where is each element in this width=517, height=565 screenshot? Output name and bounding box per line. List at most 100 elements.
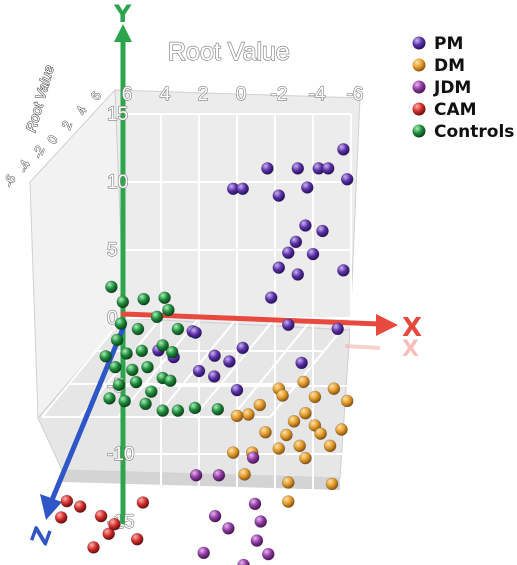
data-point-pm — [281, 246, 295, 260]
data-point-controls — [141, 360, 154, 374]
z-tick-label: 0 — [44, 133, 61, 145]
data-point-cam — [87, 541, 100, 554]
data-point-dm — [335, 423, 348, 436]
axes: Y XX Z — [25, 0, 422, 549]
data-point-dm — [281, 476, 295, 489]
data-point-controls — [112, 378, 126, 392]
data-point-pm — [189, 326, 202, 339]
data-point-pm — [261, 162, 274, 175]
data-point-controls — [145, 385, 158, 398]
legend-marker-cam — [412, 102, 426, 116]
grid-line-floor-depth — [41, 317, 124, 418]
x-axis-reflection — [344, 344, 381, 350]
data-point-dm — [340, 394, 354, 408]
grid-line-floor-depth — [231, 317, 314, 418]
data-point-controls — [118, 394, 131, 408]
data-point-pm — [223, 355, 236, 368]
data-point-controls — [171, 322, 185, 336]
data-point-jdm — [246, 451, 260, 464]
data-point-dm — [323, 439, 337, 453]
data-point-cam — [54, 511, 68, 524]
data-point-dm — [226, 446, 240, 459]
data-point-dm — [280, 428, 293, 442]
legend-label-dm: DM — [434, 56, 465, 76]
data-point-controls — [116, 295, 130, 309]
data-point-jdm — [222, 522, 235, 535]
data-point-pm — [230, 383, 244, 397]
z-axis-arrow — [40, 494, 62, 520]
data-point-cam — [108, 517, 121, 531]
data-point-jdm — [197, 546, 210, 560]
data-point-dm — [253, 398, 267, 412]
data-point-jdm — [212, 468, 226, 482]
x-tick-label: -4 — [309, 84, 326, 105]
x-axis-letter-reflection: X — [402, 337, 419, 362]
data-point-controls — [171, 404, 185, 417]
data-point-dm — [230, 409, 244, 423]
data-point-cam — [73, 500, 87, 513]
x-axis-line — [120, 311, 383, 327]
z-tick-label: 6 — [88, 90, 105, 102]
data-point-pm — [291, 162, 305, 175]
data-point-controls — [103, 392, 116, 405]
data-point-jdm — [189, 468, 203, 482]
data-point-dm — [299, 406, 312, 420]
z-tick-label: -6 — [1, 173, 19, 189]
x-axis-arrow — [376, 314, 398, 336]
data-point-dm — [314, 427, 327, 440]
data-point-dm — [327, 382, 341, 396]
plot-walls — [29, 88, 361, 490]
data-point-controls — [110, 333, 124, 347]
data-point-pm — [281, 318, 295, 332]
data-point-dm — [293, 439, 307, 453]
x-tick-label: -6 — [347, 84, 364, 105]
data-point-pm — [340, 172, 354, 186]
data-point-pm — [264, 291, 278, 304]
y-tick-label: -10 — [107, 444, 134, 465]
data-point-pm — [299, 219, 312, 232]
data-point-cam — [60, 494, 74, 508]
y-tick-label: 10 — [107, 172, 128, 193]
data-point-pm — [300, 181, 314, 194]
data-point-dm — [276, 389, 289, 402]
z-tick-label: 4 — [73, 105, 90, 117]
x-tick-label: 2 — [198, 84, 209, 105]
data-point-pm — [272, 189, 286, 202]
data-point-jdm — [208, 509, 222, 523]
data-point-pm — [291, 268, 305, 281]
data-point-pm — [295, 356, 308, 370]
data-point-pm — [272, 261, 286, 274]
data-point-controls — [165, 345, 179, 359]
data-point-pm — [316, 224, 329, 238]
y-axis-arrow — [114, 24, 132, 42]
data-point-controls — [114, 317, 128, 330]
data-point-controls — [120, 347, 133, 360]
y-tick-label: 5 — [107, 240, 118, 261]
data-point-controls — [211, 402, 225, 416]
data-point-dm — [325, 477, 339, 491]
data-point-pm — [321, 162, 335, 175]
data-point-pm — [208, 349, 221, 363]
data-point-jdm — [254, 515, 268, 528]
data-point-controls — [129, 375, 143, 389]
legend-label-cam: CAM — [434, 100, 477, 120]
data-point-controls — [164, 374, 177, 388]
data-point-cam — [130, 532, 144, 546]
data-point-controls — [99, 349, 112, 363]
data-point-dm — [259, 425, 272, 439]
x-tick-label: -2 — [271, 84, 288, 105]
x-tick-label: 4 — [160, 84, 171, 105]
x-axis-label: Root Value — [168, 38, 290, 66]
x-tick-label: 0 — [236, 84, 247, 105]
grid-line-floor-depth — [117, 317, 200, 418]
data-point-controls — [131, 322, 145, 336]
data-point-dm — [308, 390, 322, 404]
data-point-pm — [289, 235, 303, 249]
z-axis-letter: Z — [25, 523, 57, 549]
y-axis-letter: Y — [113, 0, 132, 28]
data-point-dm — [299, 451, 312, 465]
data-point-controls — [135, 344, 149, 358]
